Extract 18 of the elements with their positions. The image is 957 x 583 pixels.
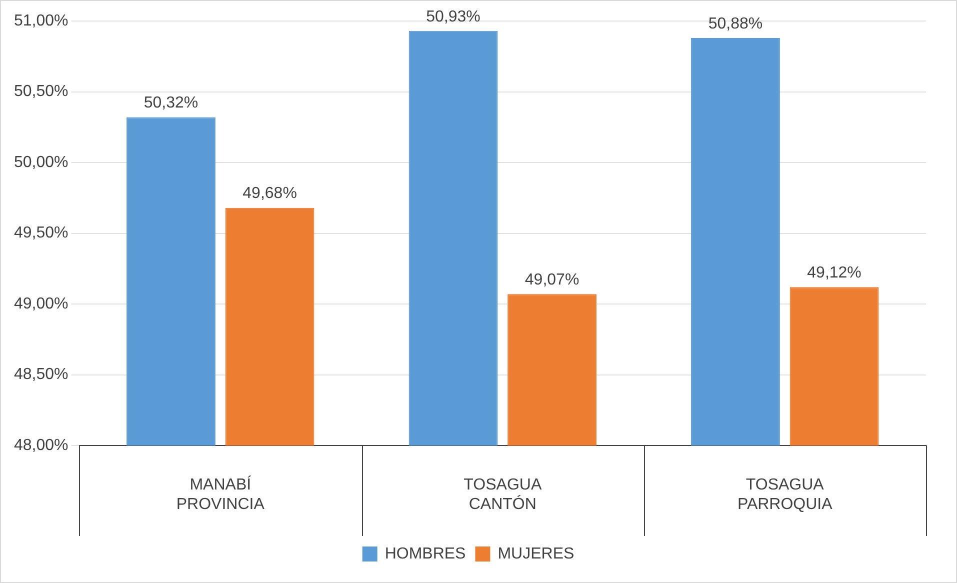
y-tick-label: 50,00% bbox=[14, 154, 68, 171]
data-label: 50,32% bbox=[144, 94, 198, 112]
y-tick-label: 48,50% bbox=[14, 366, 68, 384]
data-label: 50,93% bbox=[426, 8, 480, 26]
y-tick-label: 50,50% bbox=[14, 83, 68, 100]
x-tick-label: MANABÍ PROVINCIA bbox=[176, 476, 265, 513]
x-tick-label: TOSAGUA PARROQUIA bbox=[737, 476, 833, 513]
x-tick-label: TOSAGUA CANTÓN bbox=[464, 476, 542, 513]
y-tick-label: 48,00% bbox=[14, 437, 68, 454]
data-label: 49,07% bbox=[524, 272, 580, 289]
y-tick-label: 49,50% bbox=[14, 224, 68, 242]
y-tick-label: 49,00% bbox=[14, 295, 68, 312]
data-label: 49,12% bbox=[807, 264, 862, 282]
y-tick-label: 51,00% bbox=[14, 12, 68, 30]
data-label: 49,68% bbox=[242, 185, 297, 202]
data-label: 50,88% bbox=[708, 15, 763, 32]
legend-label: MUJERES bbox=[498, 545, 574, 562]
legend-label: HOMBRES bbox=[384, 545, 466, 562]
